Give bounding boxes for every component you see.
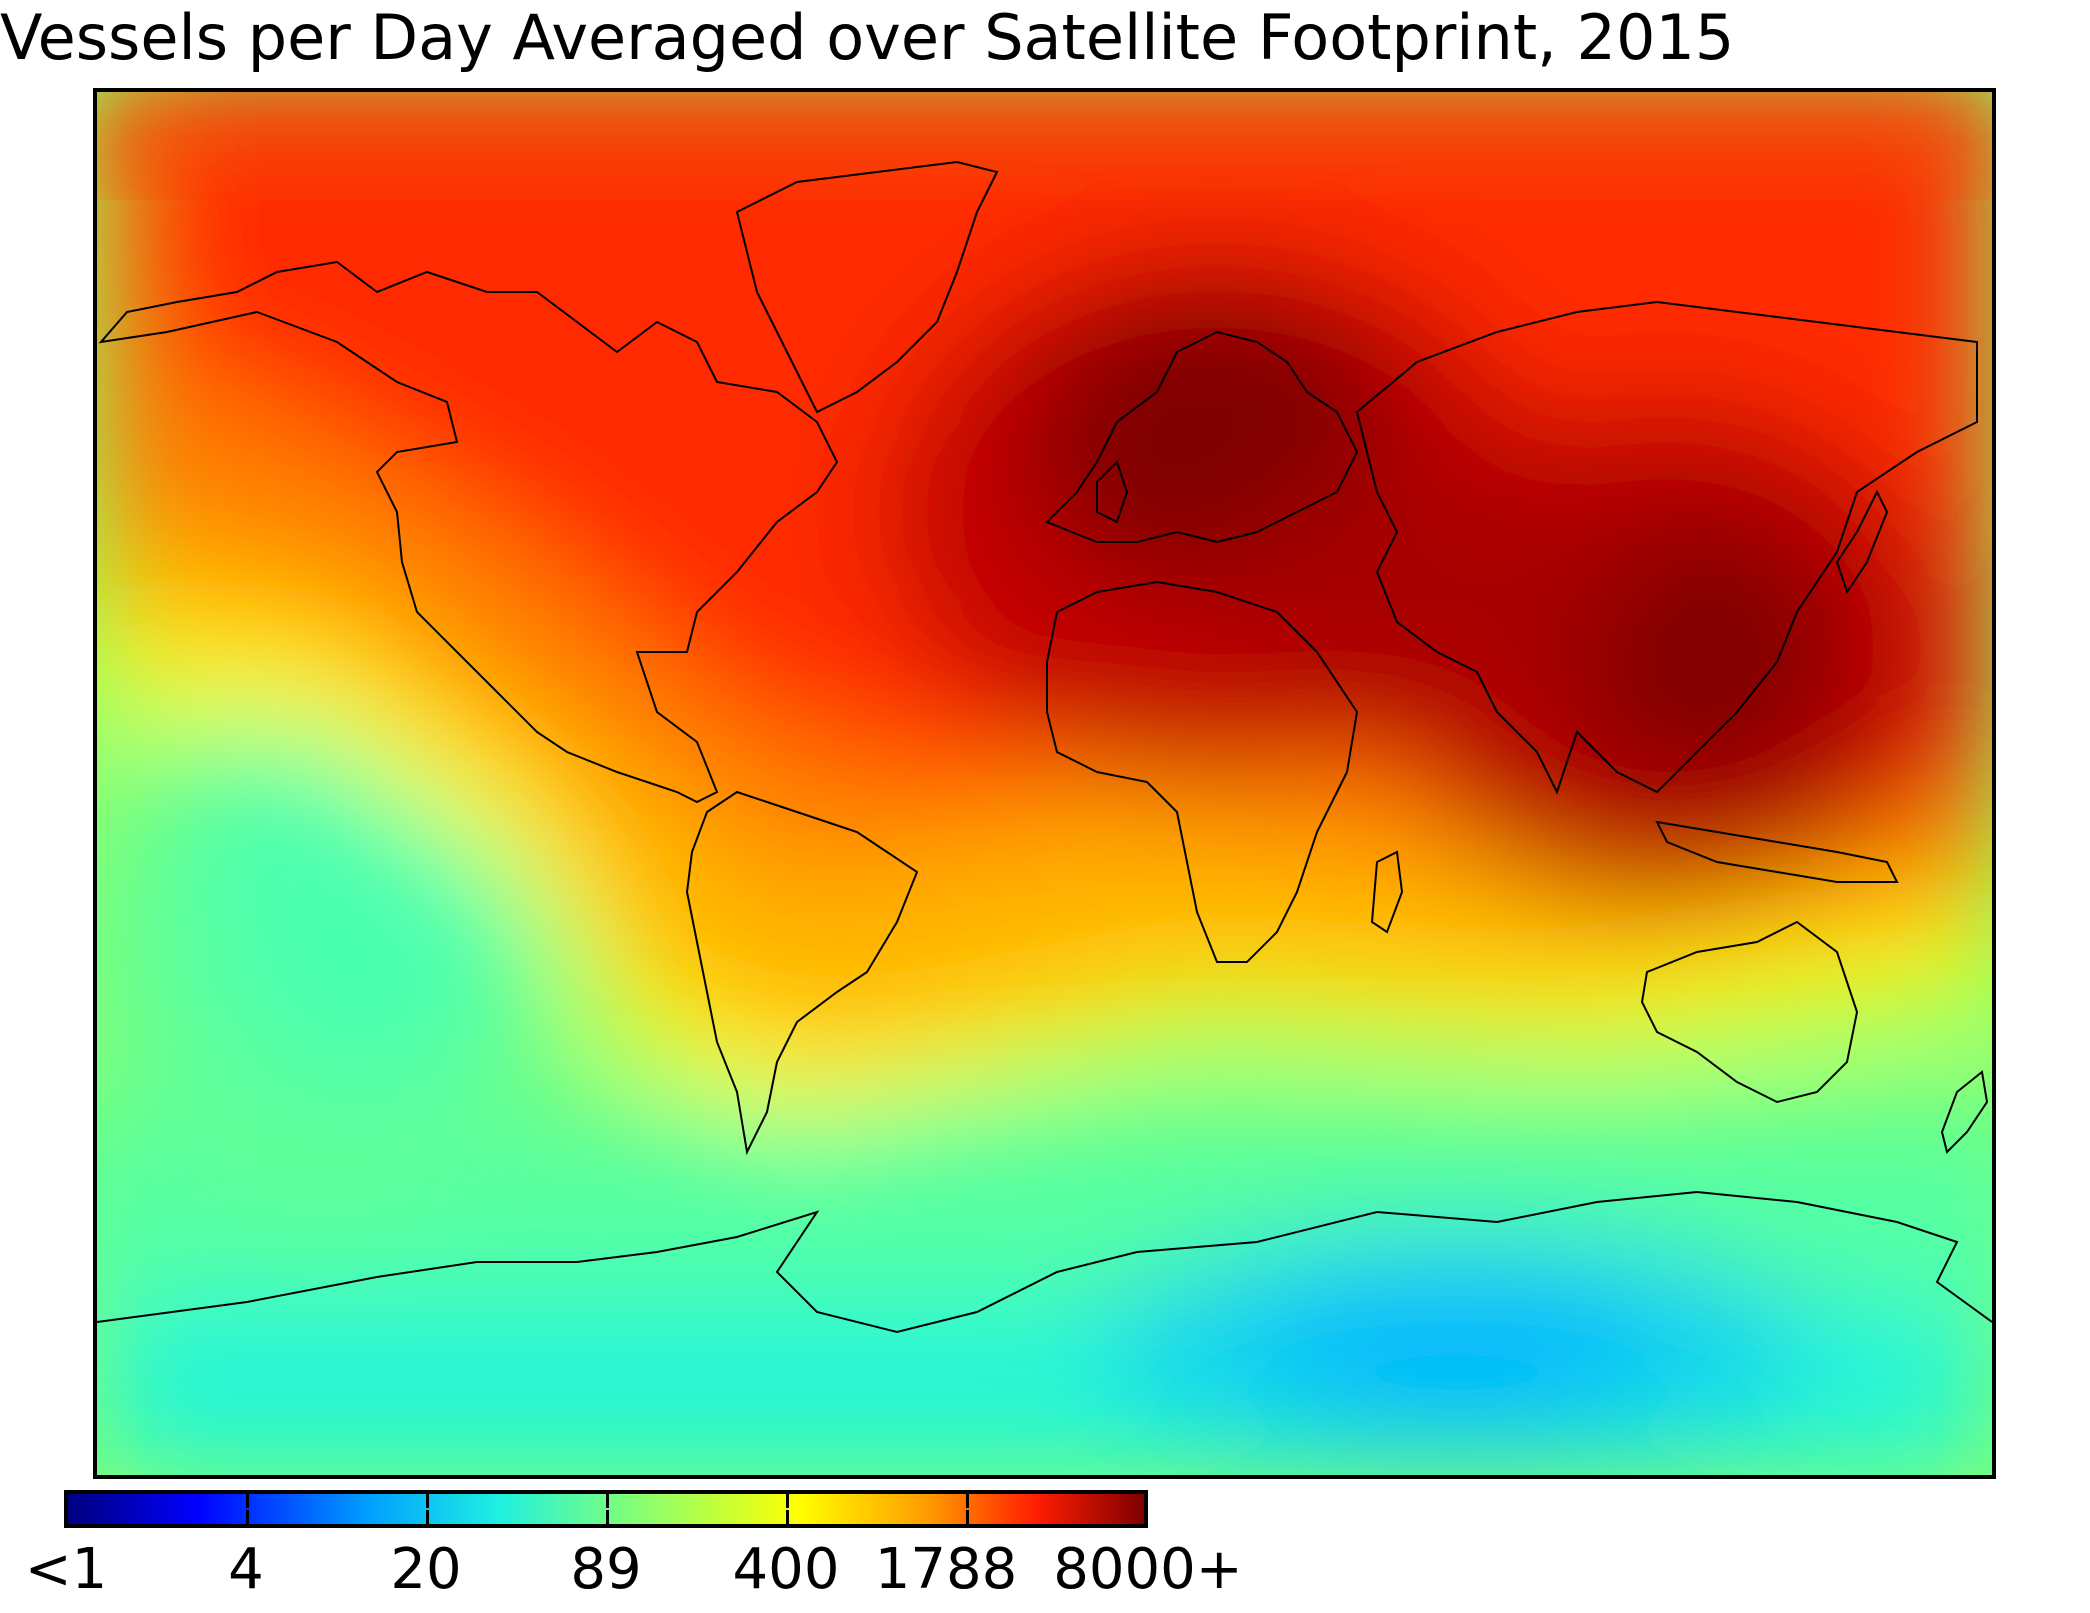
colorbar-label: 20	[390, 1537, 462, 1602]
new-zealand-outline	[1940, 1070, 1989, 1154]
africa-outline	[1046, 580, 1359, 963]
colorbar-label-min: <1	[24, 1537, 108, 1602]
map-title: Vessels per Day Averaged over Satellite …	[0, 1, 1735, 74]
british-isles-outline	[1096, 460, 1129, 524]
colorbar-label: 89	[570, 1537, 642, 1602]
colorbar-tick	[246, 1510, 249, 1524]
north-america-outline	[98, 260, 839, 804]
colorbar-label: 400	[732, 1537, 840, 1602]
map-canvas	[97, 92, 1992, 1475]
colorbar-tick	[786, 1494, 789, 1508]
madagascar-outline	[1370, 850, 1404, 934]
colorbar-label-max: 8000+	[1053, 1537, 1243, 1602]
australia-outline	[1640, 920, 1859, 1104]
indonesia-outline	[1655, 820, 1899, 883]
colorbar-tick	[966, 1510, 969, 1524]
colorbar-tick	[606, 1510, 609, 1524]
colorbar	[64, 1490, 1148, 1528]
colorbar-tick	[426, 1494, 429, 1508]
japan-outline	[1835, 489, 1889, 595]
antarctica-outline	[97, 1190, 1992, 1334]
south-america-outline	[685, 790, 919, 1156]
colorbar-tick	[966, 1494, 969, 1508]
coastlines	[97, 160, 1992, 1334]
asia-outline	[1355, 300, 1978, 795]
colorbar-label: 1788	[874, 1537, 1018, 1602]
colorbar-tick	[786, 1510, 789, 1524]
colorbar-tick	[426, 1510, 429, 1524]
density-field	[97, 92, 1992, 1475]
world-density-map	[93, 88, 1996, 1479]
colorbar-label: 4	[228, 1537, 264, 1602]
colorbar-tick	[246, 1494, 249, 1508]
europe-outline	[1045, 330, 1359, 544]
colorbar-tick	[606, 1494, 609, 1508]
greenland-outline	[735, 160, 999, 414]
